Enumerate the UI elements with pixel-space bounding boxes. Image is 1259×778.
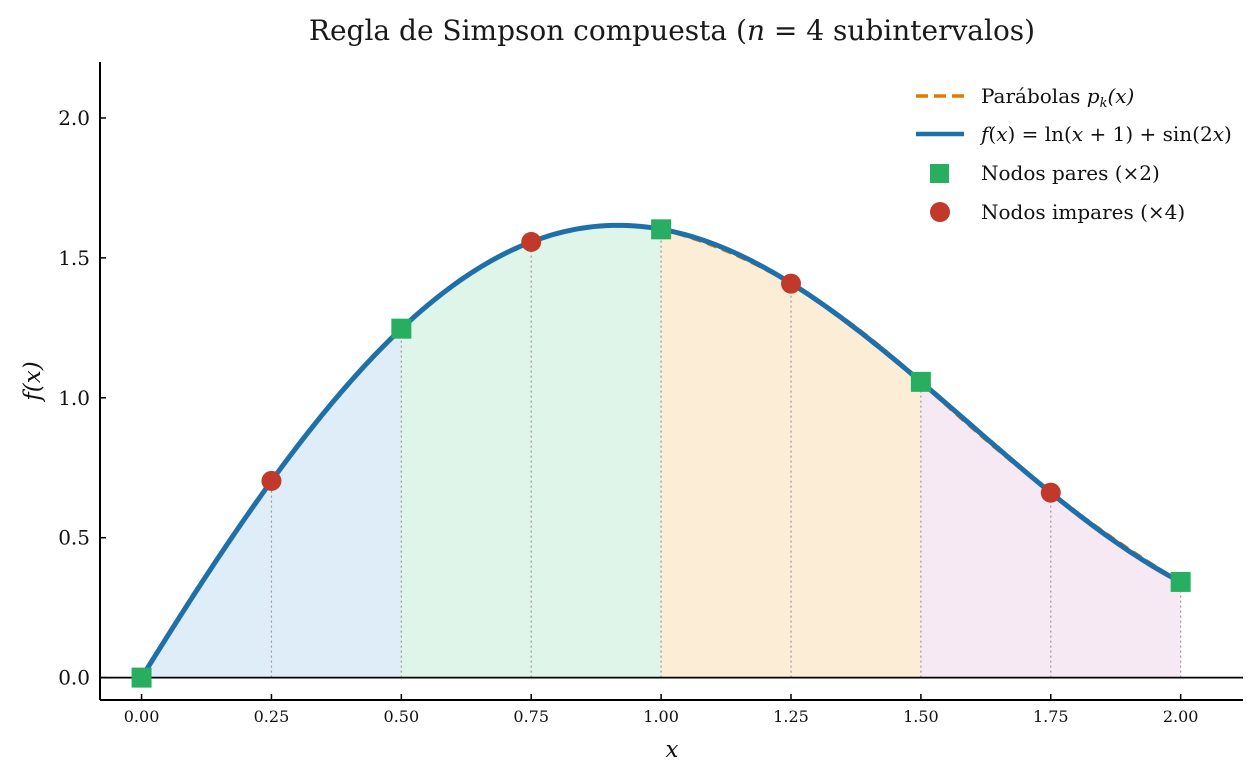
axes: 0.0 0.5 1.0 1.5 2.0 0.00 0.25 0.50 0.75 1.00 1.25 1…	[58, 62, 1243, 726]
region-panel-3	[661, 229, 921, 678]
legend-odd-node-label: Nodos impares (×4)	[981, 200, 1185, 224]
x-tick-label-8: 2.00	[1163, 707, 1199, 726]
y-tick-label-0: 0.0	[58, 666, 90, 690]
legend-curve-label: f(x) = ln(x + 1) + sin(2x)	[979, 122, 1232, 146]
even-node-1	[391, 318, 412, 339]
odd-node-2	[780, 273, 801, 294]
odd-node-3	[1040, 482, 1061, 503]
x-tick-label-5: 1.25	[773, 707, 809, 726]
x-tick-label-0: 0.00	[124, 707, 160, 726]
region-panel-4	[920, 381, 1181, 678]
even-node-4	[1170, 571, 1191, 592]
x-tick-label-1: 0.25	[254, 707, 290, 726]
legend: Parábolas pk(x) f(x) = ln(x + 1) + sin(2…	[916, 84, 1232, 224]
y-axis-label: f(x)	[20, 361, 46, 402]
y-tick-label-3: 1.5	[58, 246, 90, 270]
y-tick-label-2: 1.0	[58, 386, 90, 410]
region-panel-1	[141, 328, 402, 678]
x-tick-label-4: 1.00	[643, 707, 679, 726]
node-lines	[270, 229, 1182, 678]
chart-title: Regla de Simpson compuesta (n = 4 subint…	[309, 14, 1035, 47]
legend-even-node-label: Nodos pares (×2)	[981, 161, 1160, 185]
even-node-0	[131, 667, 152, 688]
even-node-2	[651, 219, 672, 240]
y-tick-label-1: 0.5	[58, 526, 90, 550]
nodes	[131, 219, 1191, 688]
odd-node-1	[521, 231, 542, 252]
x-tick-label-2: 0.50	[384, 707, 420, 726]
region-panels	[141, 225, 1181, 678]
x-tick-label-6: 1.50	[903, 707, 939, 726]
x-tick-label-3: 0.75	[513, 707, 549, 726]
x-tick-label-7: 1.75	[1033, 707, 1069, 726]
even-node-3	[910, 371, 931, 392]
x-axis-label: x	[666, 737, 679, 763]
legend-even-node-swatch	[930, 164, 949, 183]
legend-parabola-label: Parábolas pk(x)	[981, 84, 1134, 111]
odd-node-0	[261, 470, 282, 491]
legend-odd-node-swatch	[930, 202, 950, 222]
y-tick-label-4: 2.0	[58, 106, 90, 130]
